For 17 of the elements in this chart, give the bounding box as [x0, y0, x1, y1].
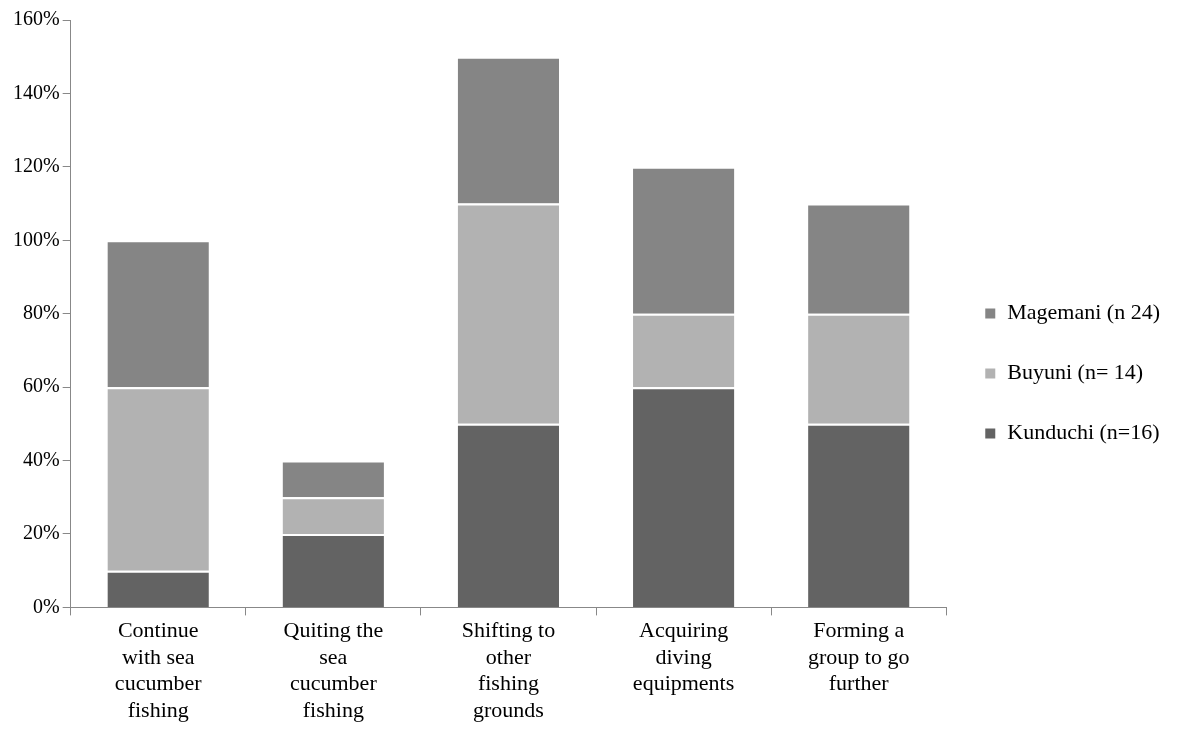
y-tick-label: 20%: [22, 521, 60, 544]
y-tick-label: 80%: [22, 300, 60, 323]
x-tick-label: Shifting to other fishing grounds: [461, 617, 556, 722]
y-tick-label: 60%: [22, 374, 60, 397]
y-tick-label: 140%: [12, 80, 60, 103]
legend-label: Buyuni (n= 14): [1007, 359, 1144, 385]
legend-label: Kunduchi (n=16): [1007, 419, 1160, 445]
y-tick-label: 0%: [32, 594, 60, 617]
x-tick-label: Continue with sea cucumber fishing: [114, 617, 203, 722]
x-tick-label: Forming a group to go further: [807, 617, 910, 696]
legend-label: Magemani (n 24): [1007, 299, 1160, 325]
y-tick-label: 160%: [12, 7, 60, 30]
y-tick-label: 120%: [12, 154, 60, 177]
x-tick-label: Quiting the sea cucumber fishing: [283, 617, 384, 722]
x-tick-label: Acquiring diving equipments: [632, 617, 735, 696]
y-tick-label: 40%: [22, 447, 60, 470]
y-tick-label: 100%: [12, 227, 60, 250]
